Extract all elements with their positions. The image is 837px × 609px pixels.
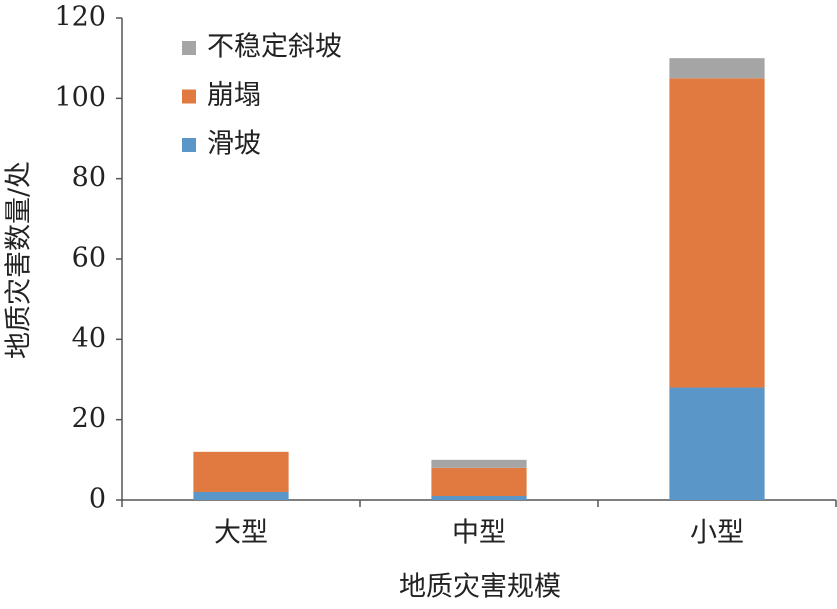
x-tick-label: 大型	[214, 518, 268, 549]
bar-segment	[431, 495, 527, 500]
bar-segment	[431, 467, 527, 496]
bar-segment	[431, 459, 527, 468]
legend-label: 不稳定斜坡	[207, 32, 342, 63]
legend-swatch	[182, 89, 196, 104]
y-tick-label: 0	[89, 484, 106, 515]
y-tick-label: 20	[72, 403, 106, 434]
y-tick-label: 120	[54, 2, 106, 33]
legend-label: 崩塌	[207, 80, 261, 111]
bar-segment	[669, 58, 765, 79]
bar-segment	[193, 491, 289, 500]
bar-segment	[193, 451, 289, 492]
x-tick-label: 中型	[452, 518, 506, 549]
bar-segment	[669, 78, 765, 388]
y-tick-label: 100	[54, 82, 106, 113]
y-tick-label: 60	[72, 243, 106, 274]
legend-swatch	[182, 138, 196, 152]
y-tick-label: 80	[72, 162, 106, 193]
y-tick-label: 40	[72, 323, 106, 354]
x-axis-title: 地质灾害规模	[399, 572, 561, 603]
bar-segment	[669, 387, 765, 500]
legend-swatch	[182, 41, 196, 55]
legend-label: 滑坡	[207, 129, 261, 160]
y-axis-title: 地质灾害数量/处	[4, 161, 35, 359]
x-tick-label: 小型	[690, 518, 744, 549]
